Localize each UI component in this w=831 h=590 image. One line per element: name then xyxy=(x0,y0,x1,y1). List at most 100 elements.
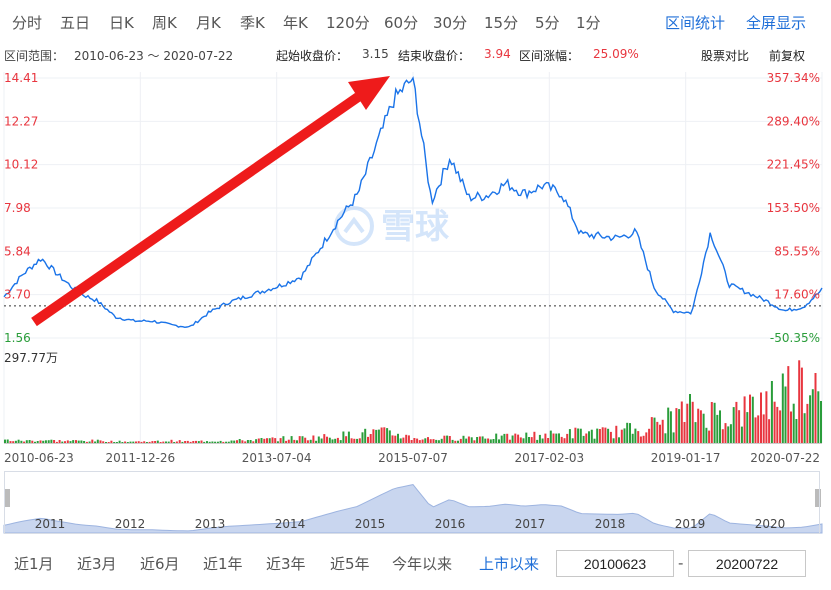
stock-compare-button[interactable]: 股票对比 xyxy=(701,49,750,63)
volume-bar xyxy=(236,440,238,443)
fullscreen-link[interactable]: 全屏显示 xyxy=(746,14,807,32)
volume-bar xyxy=(454,440,457,443)
volume-bar xyxy=(661,419,664,443)
volume-bar xyxy=(367,436,369,443)
volume-bar xyxy=(331,439,334,443)
volume-bar xyxy=(50,439,53,443)
range-5y[interactable]: 近5年 xyxy=(330,555,370,573)
range-ytd[interactable]: 今年以来 xyxy=(392,555,453,573)
volume-bar xyxy=(83,441,86,443)
tab-30min[interactable]: 30分 xyxy=(433,14,468,32)
range-6m[interactable]: 近6月 xyxy=(140,555,180,573)
volume-bar xyxy=(279,438,282,443)
volume-bar xyxy=(566,433,569,443)
tab-60min[interactable]: 60分 xyxy=(384,14,419,32)
volume-bar xyxy=(754,417,757,443)
volume-bar xyxy=(181,441,184,443)
tab-day-k[interactable]: 日K xyxy=(109,14,134,32)
volume-bar xyxy=(12,441,15,443)
adjust-mode-button[interactable]: 前复权 xyxy=(769,49,806,63)
volume-bar xyxy=(301,436,304,443)
navigator-frame[interactable] xyxy=(4,471,820,534)
volume-bar xyxy=(519,437,522,443)
volume-bar xyxy=(517,434,520,443)
volume-bar xyxy=(525,432,528,443)
tab-month-k[interactable]: 月K xyxy=(196,14,221,32)
volume-bar xyxy=(9,441,12,443)
volume-bar xyxy=(42,440,45,443)
volume-bar xyxy=(547,438,550,443)
volume-bar xyxy=(571,438,574,443)
volume-bar xyxy=(407,435,410,443)
end-date-input[interactable] xyxy=(688,550,806,577)
date-tick-label: 2019-01-17 xyxy=(651,451,721,465)
volume-bar xyxy=(806,403,809,443)
volume-bar xyxy=(577,428,580,443)
tab-five-day[interactable]: 五日 xyxy=(60,14,91,32)
volume-bar xyxy=(244,441,247,443)
volume-bar xyxy=(372,429,375,443)
volume-bar xyxy=(724,423,727,443)
volume-bar xyxy=(151,441,154,443)
volume-bar xyxy=(233,440,236,443)
date-separator: - xyxy=(678,554,684,572)
navigator-left-handle[interactable] xyxy=(4,489,10,507)
volume-bar xyxy=(175,441,178,443)
tab-5min[interactable]: 5分 xyxy=(535,14,560,32)
tab-week-k[interactable]: 周K xyxy=(152,14,177,32)
volume-bar xyxy=(820,401,822,443)
volume-bar xyxy=(435,439,438,443)
volume-bar xyxy=(66,440,69,443)
range-1m[interactable]: 近1月 xyxy=(14,555,54,573)
volume-bar xyxy=(36,441,39,443)
volume-bar xyxy=(238,439,241,443)
price-tick-label: 7.98 xyxy=(4,201,31,215)
volume-bar xyxy=(47,440,50,443)
volume-bar xyxy=(781,373,784,443)
volume-bar xyxy=(216,441,219,443)
volume-bar xyxy=(154,441,157,443)
volume-bar xyxy=(312,435,315,443)
volume-bar xyxy=(72,440,75,443)
start-date-input[interactable] xyxy=(556,550,674,577)
tab-quarter-k[interactable]: 季K xyxy=(240,14,265,32)
volume-max-label: 297.77万 xyxy=(4,351,58,365)
volume-bar xyxy=(768,419,771,443)
volume-bar xyxy=(145,442,148,443)
price-tick-label: 1.56 xyxy=(4,331,31,345)
volume-bar xyxy=(719,410,721,443)
range-3m[interactable]: 近3月 xyxy=(77,555,117,573)
tab-120min[interactable]: 120分 xyxy=(326,14,370,32)
volume-bar xyxy=(481,436,484,443)
volume-bar xyxy=(96,439,99,443)
volume-bar xyxy=(544,433,547,443)
start-close-label: 起始收盘价： xyxy=(276,49,349,63)
volume-bar xyxy=(629,423,631,443)
end-close-label: 结束收盘价： xyxy=(398,49,471,63)
tab-realtime[interactable]: 分时 xyxy=(12,14,43,32)
interval-stats-link[interactable]: 区间统计 xyxy=(665,14,726,32)
volume-bar xyxy=(304,437,307,443)
volume-bar xyxy=(511,435,514,443)
range-since-listing[interactable]: 上市以来 xyxy=(479,555,540,573)
volume-bar xyxy=(792,403,795,443)
volume-bar xyxy=(416,438,419,443)
volume-bar xyxy=(55,441,58,443)
volume-bar xyxy=(225,441,228,443)
volume-bar xyxy=(642,435,645,443)
volume-bar xyxy=(721,429,724,443)
volume-bar xyxy=(410,440,413,443)
volume-bar xyxy=(170,439,173,443)
tab-year-k[interactable]: 年K xyxy=(283,14,308,32)
volume-bar xyxy=(140,441,143,443)
volume-bar xyxy=(276,441,279,443)
volume-bar xyxy=(659,424,661,443)
tab-15min[interactable]: 15分 xyxy=(484,14,519,32)
tab-1min[interactable]: 1分 xyxy=(576,14,601,32)
range-1y[interactable]: 近1年 xyxy=(203,555,243,573)
volume-bar xyxy=(800,367,803,443)
navigator-right-handle[interactable] xyxy=(815,489,821,507)
range-3y[interactable]: 近3年 xyxy=(266,555,306,573)
navigator-year-label: 2013 xyxy=(195,517,226,531)
volume-bar xyxy=(528,437,530,443)
